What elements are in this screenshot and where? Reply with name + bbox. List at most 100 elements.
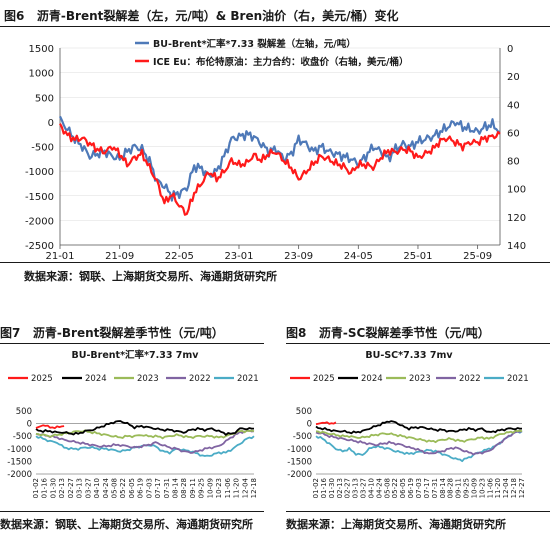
seasonal-y-tick-label: -1500 [7, 457, 32, 467]
seasonal-x-tick-label: 07-03 [145, 478, 153, 498]
main-right-tick-label: 0 [507, 44, 513, 55]
seasonal-x-tick-label: 09-25 [463, 478, 471, 498]
seasonal-x-tick-label: 06-05 [128, 478, 136, 498]
main-legend-label: BU-Brent*汇率*7.33 裂解差（左轴，元/吨） [153, 38, 356, 50]
seasonal-x-tick-label: 06-19 [137, 478, 145, 498]
main-left-tick-label: -2000 [25, 216, 54, 227]
seasonal-x-tick-label: 08-14 [172, 477, 180, 498]
main-x-tick-label: 21-09 [105, 251, 134, 262]
seasonal-x-tick-label: 02-27 [67, 478, 75, 498]
seasonal-x-tick-label: 04-10 [368, 478, 376, 498]
seasonal-x-tick-label: 06-05 [399, 478, 407, 498]
seasonal-legend-label: 2025 [31, 374, 53, 384]
seasonal-legend-label: 2024 [85, 374, 107, 384]
seasonal-legend-label: 2021 [237, 374, 259, 384]
figure7-title: 图7 沥青-Brent裂解差季节性（元/吨） [0, 324, 224, 341]
seasonal-x-tick-label: 11-20 [233, 478, 241, 498]
seasonal-x-tick-label: 05-22 [391, 478, 399, 498]
seasonal-x-tick-label: 02-13 [58, 478, 66, 498]
seasonal-x-tick-label: 10-23 [478, 478, 486, 498]
seasonal-x-tick-label: 12-04 [241, 477, 249, 498]
main-x-tick-label: 23-01 [224, 251, 253, 262]
seasonal-x-tick-label: 09-25 [198, 478, 206, 498]
seasonal-x-tick-label: 04-10 [93, 478, 101, 498]
seasonal-x-tick-label: 01-02 [32, 478, 40, 498]
figure6-title-text: 沥青-Brent裂解差（左，元/吨）& Bren油价（右，美元/桶）变化 [36, 9, 399, 23]
main-left-tick-label: 1000 [29, 69, 54, 80]
main-x-tick-label: 22-05 [165, 251, 194, 262]
figure6-title: 图6 沥青-Brent裂解差（左，元/吨）& Bren油价（右，美元/桶）变化 [4, 7, 399, 24]
seasonal-x-tick-label: 11-06 [486, 477, 494, 498]
figure7-number: 图7 [0, 326, 21, 340]
seasonal-x-tick-label: 03-27 [360, 478, 368, 498]
seasonal-series-line-2021 [315, 430, 523, 463]
figure6-top-rule [0, 26, 550, 27]
figure6-bottom-rule [0, 262, 550, 263]
seasonal-y-tick-label: -1500 [287, 457, 312, 467]
seasonal-legend-label: 2023 [137, 374, 159, 384]
seasonal-x-tick-label: 08-28 [180, 478, 188, 498]
seasonal-series-line-2025 [315, 421, 337, 426]
seasonal-x-tick-label: 05-22 [119, 478, 127, 498]
seasonal-y-tick-label: -2000 [7, 470, 32, 480]
main-chart: -2500 -2000 -1500 -1000 -500 0 500 1000 1500 0 20 4… [25, 38, 526, 262]
figure8-top-rule [286, 343, 550, 344]
seasonal-series-line-2022 [35, 429, 255, 454]
seasonal-y-tick-label: -1000 [287, 445, 312, 455]
seasonal-y-tick-label: 0 [27, 420, 32, 430]
seasonal-x-tick-label: 04-24 [375, 477, 383, 498]
main-left-tick-label: -500 [31, 143, 54, 154]
seasonal-chart-title: BU-SC*7.33 7mv [365, 350, 453, 361]
seasonal-chart-bu-sc: BU-SC*7.33 7mv 2025 2024 2023 2022 2021 -2000 -… [287, 350, 529, 498]
seasonal-y-tick-label: -2000 [287, 470, 312, 480]
figure8-title-text: 沥青-SC裂解差季节性（元/吨） [318, 326, 490, 340]
main-right-tick-label: 100 [507, 185, 526, 196]
seasonal-series-line-2022 [315, 430, 523, 456]
figure8-bottom-rule [286, 511, 550, 512]
figure7-top-rule [0, 343, 264, 344]
main-x-tick-label: 25-09 [463, 251, 492, 262]
main-x-tick-label: 21-01 [45, 251, 74, 262]
main-left-tick-label: 0 [48, 118, 54, 129]
seasonal-y-tick-label: -1000 [7, 445, 32, 455]
seasonal-x-tick-label: 09-11 [455, 478, 463, 498]
seasonal-series-line-2024 [315, 420, 522, 435]
seasonal-legend-label: 2022 [459, 374, 481, 384]
seasonal-y-tick-label: -500 [13, 432, 32, 442]
seasonal-x-tick-label: 11-20 [494, 478, 502, 498]
main-x-tick-label: 23-09 [284, 251, 313, 262]
main-left-tick-label: 500 [35, 93, 54, 104]
seasonal-legend-label: 2023 [409, 374, 431, 384]
seasonal-x-tick-label: 07-31 [163, 478, 171, 498]
main-right-tick-label: 80 [507, 157, 520, 168]
seasonal-x-tick-label: 01-16 [41, 477, 49, 498]
seasonal-y-tick-label: -500 [293, 432, 312, 442]
seasonal-x-tick-label: 10-23 [215, 478, 223, 498]
seasonal-x-tick-label: 07-17 [154, 478, 162, 498]
seasonal-x-tick-label: 01-16 [320, 477, 328, 498]
seasonal-legend-label: 2021 [507, 374, 529, 384]
seasonal-x-tick-label: 04-24 [102, 477, 110, 498]
seasonal-y-tick-label: 0 [307, 420, 312, 430]
figure6-number: 图6 [4, 9, 25, 23]
main-right-tick-label: 20 [507, 72, 520, 83]
seasonal-x-tick-label: 07-17 [423, 478, 431, 498]
seasonal-x-tick-label: 10-09 [471, 478, 479, 498]
seasonal-x-tick-label: 08-28 [447, 478, 455, 498]
seasonal-x-tick-label: 02-13 [336, 478, 344, 498]
main-x-tick-label: 24-05 [344, 251, 373, 262]
main-right-tick-label: 40 [507, 100, 520, 111]
main-x-tick-label: 25-01 [403, 251, 432, 262]
seasonal-series-line-2024 [35, 420, 254, 436]
figure7-bottom-rule [0, 511, 264, 512]
seasonal-x-tick-label: 01-30 [49, 478, 57, 498]
seasonal-series-line-2023 [35, 429, 255, 440]
seasonal-x-tick-label: 11-06 [224, 477, 232, 498]
figure6-source: 数据来源：钢联、上海期货交易所、海通期货研究所 [24, 270, 277, 283]
main-right-tick-label: 120 [507, 213, 526, 224]
main-left-tick-label: 1500 [29, 44, 54, 55]
seasonal-x-tick-label: 01-02 [312, 478, 320, 498]
seasonal-series-line-2025 [35, 424, 65, 430]
seasonal-x-tick-label: 08-14 [439, 477, 447, 498]
seasonal-x-tick-label: 06-19 [407, 478, 415, 498]
